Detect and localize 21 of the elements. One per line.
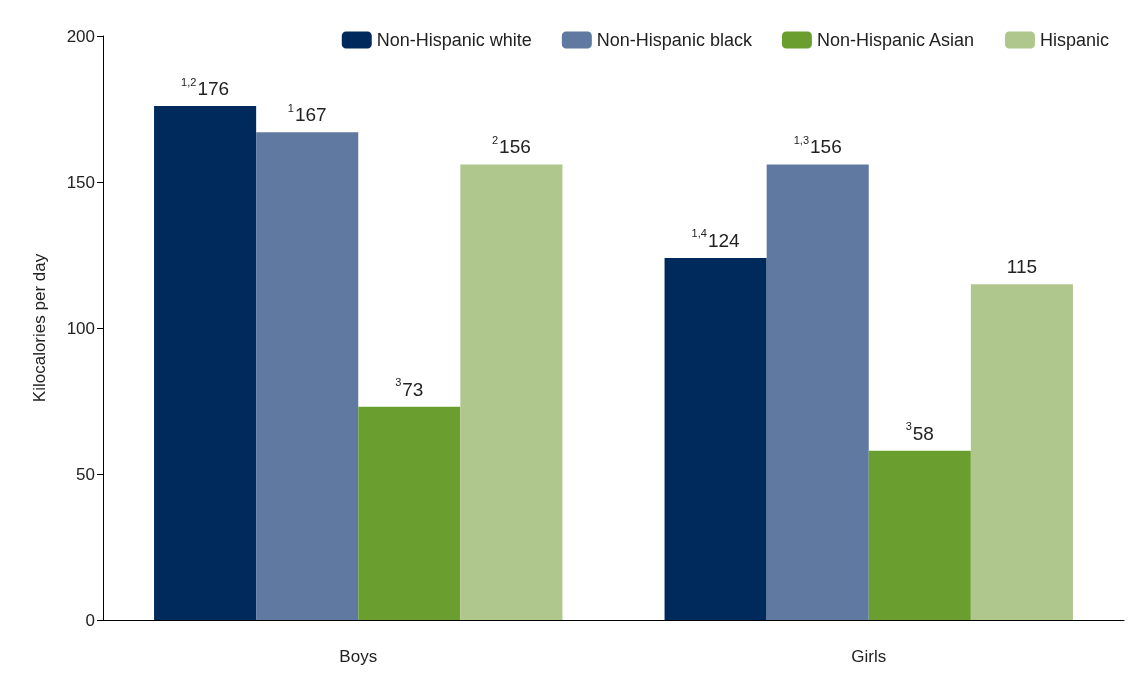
bar: [358, 406, 461, 620]
y-tick-label: 50: [76, 464, 95, 484]
legend-label: Non-Hispanic black: [596, 30, 753, 50]
legend-label: Non-Hispanic Asian: [816, 30, 974, 50]
y-tick-label: 0: [85, 610, 95, 630]
bar: [766, 164, 869, 620]
x-tick-label: Girls: [851, 647, 887, 666]
legend-label: Non-Hispanic white: [376, 30, 532, 50]
y-tick-label: 150: [66, 172, 95, 192]
x-tick-label: Boys: [339, 647, 378, 666]
legend-label: Hispanic: [1039, 30, 1109, 50]
y-axis-title: Kilocalories per day: [30, 253, 49, 403]
bar: [460, 164, 563, 620]
bar: [154, 106, 257, 620]
y-tick-label: 100: [66, 318, 95, 338]
data-label: 115: [1006, 256, 1038, 278]
bar: [970, 284, 1073, 620]
bar: [868, 450, 971, 620]
bar: [664, 257, 767, 620]
bar: [256, 132, 359, 620]
y-tick-label: 200: [66, 26, 95, 46]
